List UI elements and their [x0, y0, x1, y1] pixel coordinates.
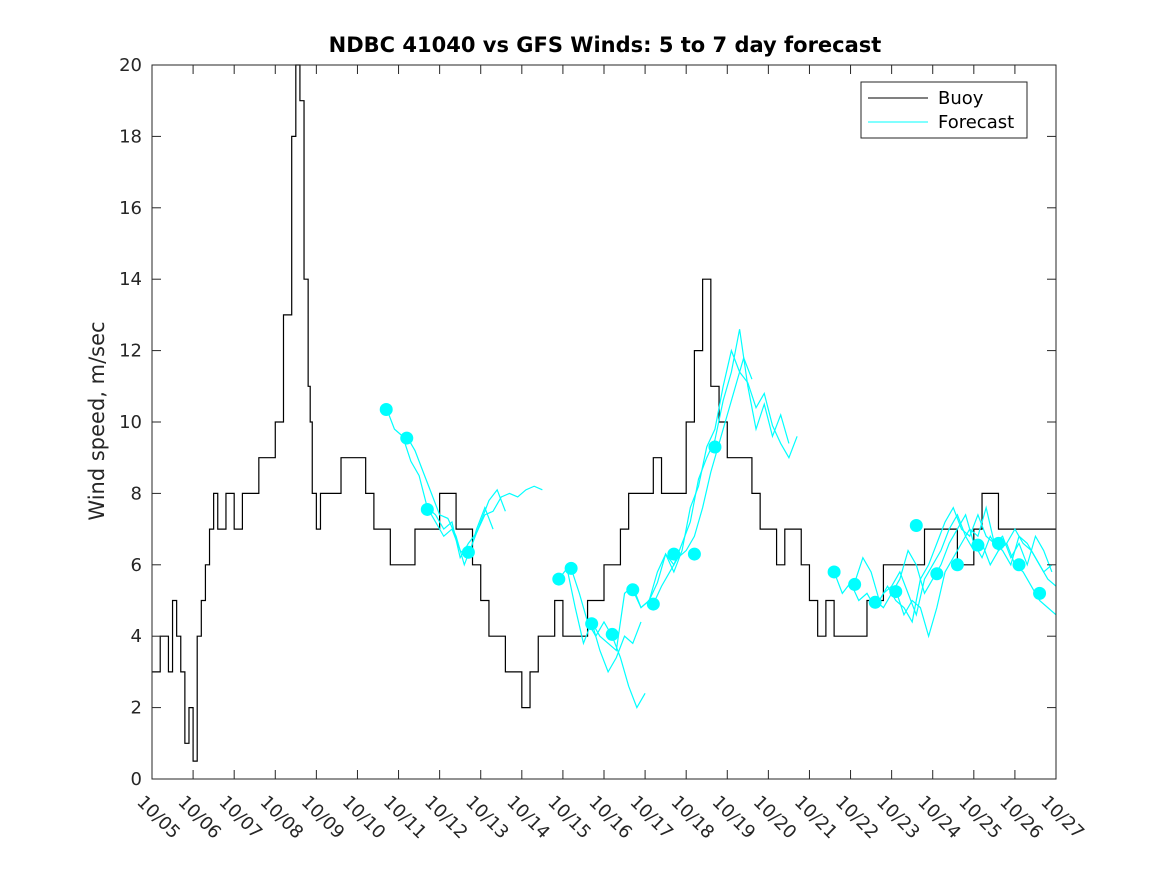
forecast-start-point	[461, 545, 475, 559]
forecast-start-markers	[379, 403, 1047, 641]
forecast-start-point	[909, 519, 923, 533]
forecast-start-point	[708, 440, 722, 454]
y-axis-label: Wind speed, m/sec	[85, 321, 109, 520]
forecast-line	[632, 348, 798, 609]
forecast-line	[874, 513, 1057, 609]
buoy-series	[152, 64, 1056, 762]
forecast-start-point	[1012, 558, 1026, 572]
forecast-start-point	[564, 561, 578, 575]
forecast-start-point	[971, 538, 985, 552]
forecast-start-point	[420, 502, 434, 516]
forecast-start-point	[605, 627, 619, 641]
y-tick-label: 12	[119, 341, 142, 362]
y-tick-label: 18	[119, 126, 142, 147]
forecast-start-point	[667, 547, 681, 561]
y-tick-label: 2	[131, 698, 142, 719]
forecast-line	[558, 566, 642, 674]
forecast-start-point	[626, 583, 640, 597]
forecast-start-point	[889, 585, 903, 599]
y-tick-label: 0	[131, 769, 142, 790]
y-tick-label: 8	[131, 483, 142, 504]
y-tick-label: 14	[119, 269, 142, 290]
y-tick-label: 10	[119, 412, 142, 433]
legend: Buoy Forecast	[860, 81, 1028, 139]
forecast-start-point	[848, 577, 862, 591]
forecast-line	[854, 506, 1053, 624]
forecast-start-point	[379, 403, 393, 417]
buoy-line	[152, 64, 1056, 762]
forecast-start-point	[687, 547, 701, 561]
legend-box	[860, 81, 1028, 139]
forecast-start-point	[868, 595, 882, 609]
forecast-start-point	[400, 431, 414, 445]
y-tick-label: 6	[131, 555, 142, 576]
forecast-start-point	[950, 558, 964, 572]
forecast-line	[591, 329, 790, 652]
forecast-start-point	[585, 617, 599, 631]
forecast-line	[570, 568, 646, 709]
y-tick-label: 4	[131, 626, 142, 647]
plot-area	[152, 65, 1056, 779]
forecast-line	[652, 355, 753, 605]
chart-title: NDBC 41040 vs GFS Winds: 5 to 7 day fore…	[329, 33, 882, 57]
forecast-start-point	[1033, 586, 1047, 600]
forecast-line	[406, 435, 506, 567]
y-tick-label: 20	[119, 55, 142, 76]
forecast-start-point	[827, 565, 841, 579]
y-axis: 0 2 4 6 8 10 12 14 16 18 20	[119, 55, 1056, 790]
forecast-start-point	[930, 567, 944, 581]
forecast-line	[426, 506, 494, 559]
forecast-start-point	[991, 536, 1005, 550]
forecast-start-point	[646, 597, 660, 611]
y-tick-label: 16	[119, 198, 142, 219]
legend-label-buoy: Buoy	[938, 88, 984, 109]
forecast-line	[895, 505, 1053, 639]
forecast-start-point	[552, 572, 566, 586]
legend-label-forecast: Forecast	[938, 112, 1014, 133]
